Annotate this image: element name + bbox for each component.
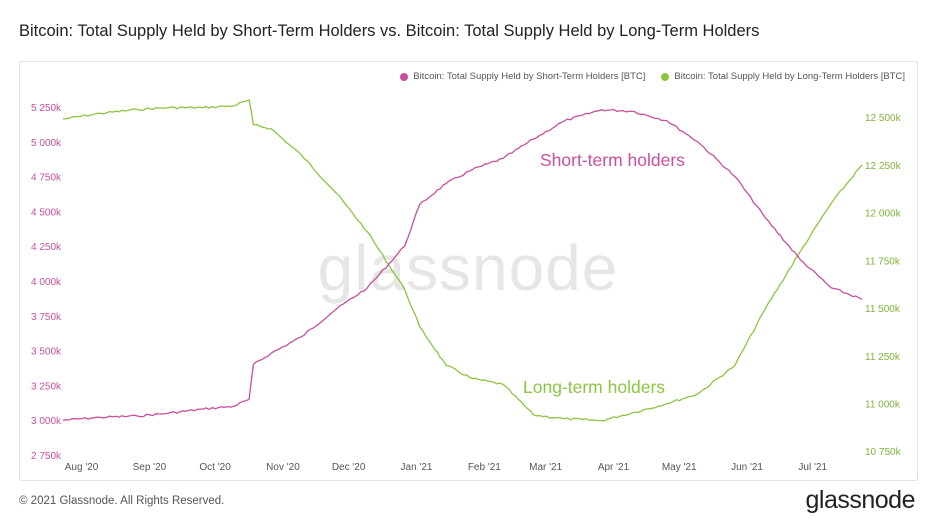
legend-label-lth: Bitcoin: Total Supply Held by Long-Term … bbox=[674, 71, 905, 82]
left-tick-label: 3 000k bbox=[31, 416, 62, 427]
legend-item-sth[interactable]: Bitcoin: Total Supply Held by Short-Term… bbox=[400, 71, 645, 82]
legend-swatch-sth bbox=[400, 72, 409, 81]
right-tick-label: 10 750k bbox=[865, 447, 902, 458]
left-tick-label: 3 250k bbox=[31, 381, 62, 392]
right-tick-label: 12 500k bbox=[865, 113, 902, 124]
legend-label-sth: Bitcoin: Total Supply Held by Short-Term… bbox=[413, 71, 646, 82]
chart-title: Bitcoin: Total Supply Held by Short-Term… bbox=[19, 22, 760, 40]
watermark: glassnode bbox=[318, 232, 619, 304]
left-tick-label: 3 500k bbox=[31, 347, 62, 358]
left-tick-label: 4 750k bbox=[31, 173, 62, 184]
chart-panel bbox=[19, 61, 918, 481]
series-line-long-term-holders bbox=[62, 99, 863, 422]
legend: Bitcoin: Total Supply Held by Short-Term… bbox=[400, 71, 905, 82]
right-tick-label: 11 250k bbox=[865, 352, 901, 363]
x-tick-label: Feb '21 bbox=[468, 462, 501, 473]
left-tick-label: 2 750k bbox=[31, 451, 62, 462]
x-tick-label: Apr '21 bbox=[598, 462, 630, 473]
left-tick-label: 4 500k bbox=[31, 207, 62, 218]
legend-item-lth[interactable]: Bitcoin: Total Supply Held by Long-Term … bbox=[661, 71, 905, 82]
series-line-short-term-holders bbox=[62, 108, 863, 421]
copyright: © 2021 Glassnode. All Rights Reserved. bbox=[19, 495, 225, 507]
left-tick-label: 5 000k bbox=[31, 138, 62, 149]
right-tick-label: 12 250k bbox=[865, 161, 902, 172]
x-tick-label: May '21 bbox=[662, 462, 697, 473]
x-tick-label: Aug '20 bbox=[65, 462, 99, 473]
right-tick-label: 12 000k bbox=[865, 209, 902, 220]
x-tick-label: Oct '20 bbox=[199, 462, 231, 473]
right-tick-label: 11 500k bbox=[865, 304, 901, 315]
right-tick-label: 11 750k bbox=[865, 256, 901, 267]
x-tick-label: Jul '21 bbox=[798, 462, 827, 473]
x-tick-label: Mar '21 bbox=[529, 462, 562, 473]
left-tick-label: 3 750k bbox=[31, 312, 62, 323]
x-tick-label: Jan '21 bbox=[401, 462, 433, 473]
left-tick-label: 4 000k bbox=[31, 277, 62, 288]
left-tick-label: 4 250k bbox=[31, 242, 62, 253]
right-tick-label: 11 000k bbox=[865, 399, 901, 410]
x-tick-label: Dec '20 bbox=[332, 462, 366, 473]
x-tick-label: Sep '20 bbox=[133, 462, 167, 473]
annotation-long-term-holders: Long-term holders bbox=[523, 377, 665, 397]
annotation-short-term-holders: Short-term holders bbox=[540, 150, 685, 170]
left-tick-label: 5 250k bbox=[31, 103, 62, 114]
brand-logo: glassnode bbox=[805, 486, 916, 514]
legend-swatch-lth bbox=[661, 72, 670, 81]
x-tick-label: Nov '20 bbox=[266, 462, 300, 473]
x-tick-label: Jun '21 bbox=[731, 462, 763, 473]
